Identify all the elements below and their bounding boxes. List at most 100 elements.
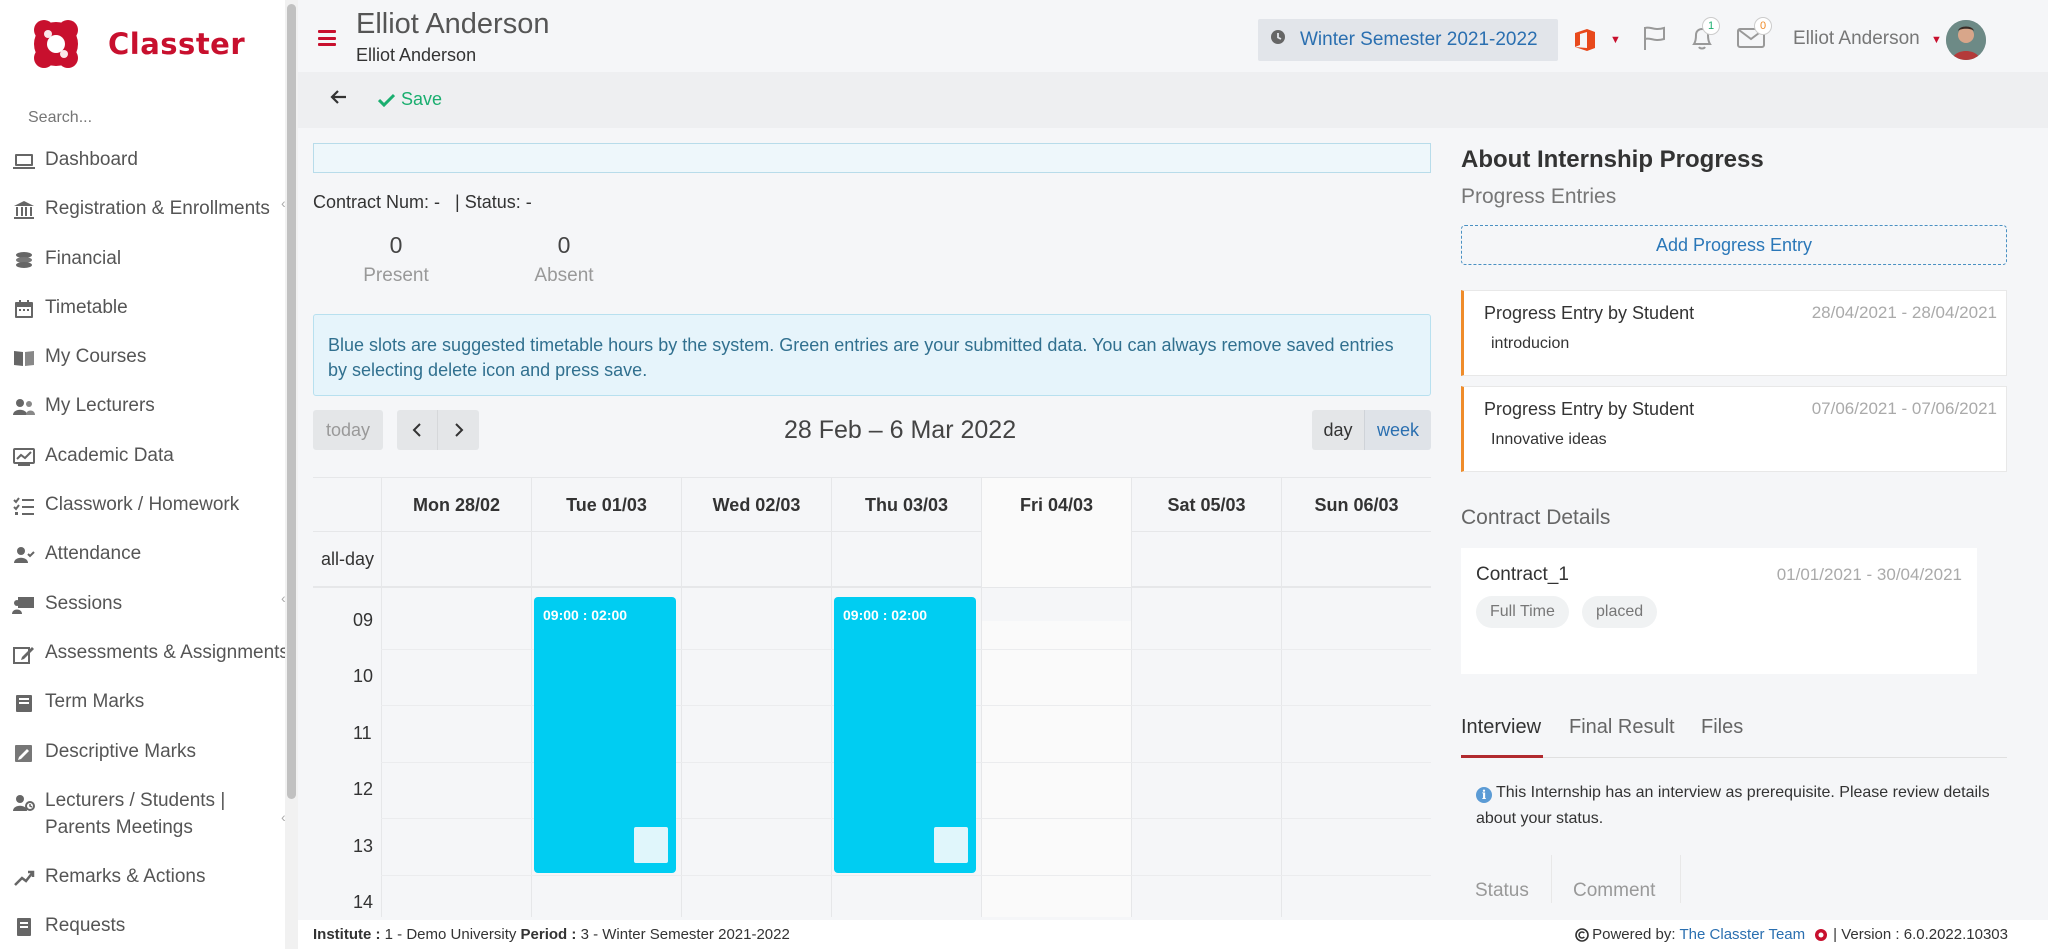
sidebar-item-my-courses[interactable]: My Courses — [0, 345, 285, 394]
entry-dates: 07/06/2021 - 07/06/2021 — [1811, 399, 1997, 418]
classter-small-logo-icon — [1815, 928, 1828, 941]
sidebar-item-lecturers-students-parents-meetings[interactable]: Lecturers / Students | Parents Meetings ‹ — [0, 789, 285, 865]
sidebar-search-input[interactable] — [28, 104, 258, 132]
period-value: 3 - Winter Semester 2021-2022 — [580, 926, 790, 943]
event-delete-button[interactable] — [934, 827, 968, 864]
calendar-day-header: Sun 06/03 — [1281, 478, 1431, 533]
hour-label: 10 — [353, 666, 374, 687]
sidebar-item-timetable[interactable]: Timetable — [0, 296, 285, 345]
sidebar-item-label: Classwork / Homework — [45, 494, 240, 516]
contract-name: Contract_1 — [1476, 564, 1569, 585]
present-label: Present — [363, 265, 429, 286]
contract-tag-pill: Full Time — [1476, 596, 1569, 628]
user-menu-name[interactable]: Elliot Anderson — [1793, 28, 1920, 49]
sidebar-item-classwork-homework[interactable]: Classwork / Homework — [0, 493, 285, 542]
today-all-day-cell[interactable] — [981, 533, 1131, 587]
semester-selector[interactable]: Winter Semester 2021-2022 — [1258, 19, 1558, 61]
check-icon — [378, 93, 395, 107]
sidebar-item-label: Financial — [45, 247, 122, 269]
table-header-comment: Comment — [1573, 880, 1656, 901]
prev-week-button[interactable] — [397, 410, 438, 450]
sidebar-item-label: My Lecturers — [45, 395, 155, 417]
calendar-info-alert: Blue slots are suggested timetable hours… — [313, 314, 1431, 396]
sidebar-item-academic-data[interactable]: Academic Data — [0, 444, 285, 493]
sidebar-item-label: Academic Data — [45, 444, 174, 466]
back-arrow-icon[interactable] — [330, 88, 348, 111]
contract-card[interactable]: Contract_1 01/01/2021 - 30/04/2021 Full … — [1461, 548, 1977, 674]
chevron-left-icon[interactable]: ‹ — [281, 195, 285, 211]
add-progress-entry-button[interactable]: Add Progress Entry — [1461, 225, 2007, 265]
table-header-status: Status — [1475, 880, 1529, 901]
calendar-day-header: Fri 04/03 — [981, 478, 1131, 533]
sidebar-item-assessments-assignments[interactable]: Assessments & Assignments — [0, 641, 285, 690]
office-icon[interactable] — [1572, 27, 1598, 53]
institute-value: 1 - Demo University — [384, 926, 517, 943]
calendar-column-divider — [681, 477, 682, 917]
sidebar-item-my-lecturers[interactable]: My Lecturers — [0, 394, 285, 443]
sidebar-item-attendance[interactable]: Attendance — [0, 542, 285, 591]
sidebar-item-term-marks[interactable]: Term Marks — [0, 690, 285, 739]
contract-status-line: Contract Num: - | Status: - — [313, 192, 532, 212]
view-button-group: day week — [1312, 410, 1431, 450]
chevron-left-icon[interactable]: ‹ — [281, 809, 285, 825]
hour-label: 12 — [353, 779, 374, 800]
absent-stat: 0 Absent — [522, 232, 606, 287]
messages-count-badge: 0 — [1754, 17, 1772, 35]
semester-label: Winter Semester 2021-2022 — [1300, 29, 1538, 50]
entry-body: introducion — [1491, 335, 1570, 352]
next-week-button[interactable] — [438, 410, 479, 450]
interview-info-message: This Internship has an interview as prer… — [1476, 784, 1990, 827]
sidebar-item-requests[interactable]: Requests — [0, 914, 285, 949]
book-icon — [12, 347, 36, 369]
progress-entry-card[interactable]: Progress Entry by Student 07/06/2021 - 0… — [1461, 386, 2007, 472]
sidebar-scrollbar-thumb[interactable] — [287, 4, 296, 799]
sidebar-item-financial[interactable]: Financial — [0, 247, 285, 296]
office-caret-icon[interactable]: ▼ — [1610, 34, 1621, 46]
sidebar-item-remarks-actions[interactable]: Remarks & Actions — [0, 865, 285, 914]
entry-dates: 28/04/2021 - 28/04/2021 — [1811, 303, 1997, 322]
contract-input-field[interactable] — [313, 143, 1431, 173]
event-time-label: 09:00 : 02:00 — [843, 607, 928, 623]
progress-entry-card[interactable]: Progress Entry by Student 28/04/2021 - 2… — [1461, 290, 2007, 376]
suggested-timetable-slot[interactable]: 09:00 : 02:00 — [834, 597, 976, 874]
sidebar: Classter Dashboard Registration & Enrollm… — [0, 0, 285, 949]
today-column[interactable] — [981, 621, 1131, 917]
sidebar-item-sessions[interactable]: Sessions ‹ — [0, 590, 285, 641]
sidebar-item-registration-enrollments[interactable]: Registration & Enrollments ‹ — [0, 195, 285, 246]
calendar-range-title: 28 Feb – 6 Mar 2022 — [784, 416, 1017, 444]
flag-icon[interactable] — [1640, 24, 1668, 57]
calendar-day-headers: Mon 28/02 Tue 01/03 Wed 02/03 Thu 03/03 Fri … — [313, 477, 1431, 533]
tab-final-result[interactable]: Final Result — [1569, 716, 1675, 738]
classter-team-link[interactable]: The Classter Team — [1679, 926, 1806, 943]
chevron-left-icon[interactable]: ‹ — [281, 590, 285, 606]
user-menu-caret-icon[interactable]: ▼ — [1931, 34, 1942, 46]
page-subtitle: Elliot Anderson — [356, 45, 477, 65]
day-view-button[interactable]: day — [1312, 410, 1364, 450]
today-button[interactable]: today — [313, 410, 383, 450]
sidebar-item-descriptive-marks[interactable]: Descriptive Marks — [0, 740, 285, 789]
hour-label: 13 — [353, 835, 374, 856]
tab-files[interactable]: Files — [1701, 716, 1744, 738]
brand-logo[interactable]: Classter — [28, 12, 245, 76]
week-view-button[interactable]: week — [1364, 410, 1431, 450]
entry-title: Progress Entry by Student — [1484, 399, 1695, 419]
copyright-icon — [1575, 927, 1589, 942]
sidebar-item-label: Descriptive Marks — [45, 740, 196, 762]
request-icon — [12, 916, 36, 938]
contract-dates: 01/01/2021 - 30/04/2021 — [1776, 565, 1962, 584]
user-avatar[interactable] — [1946, 20, 1986, 60]
hamburger-menu-icon[interactable] — [318, 30, 336, 46]
event-delete-button[interactable] — [634, 827, 668, 864]
tab-interview[interactable]: Interview — [1461, 716, 1544, 758]
sidebar-item-dashboard[interactable]: Dashboard — [0, 148, 285, 197]
save-button[interactable]: Save — [378, 89, 442, 110]
sidebar-item-label: Attendance — [45, 543, 142, 565]
meeting-icon — [12, 792, 36, 814]
sidebar-item-label: Remarks & Actions — [45, 865, 206, 887]
top-header — [298, 0, 2048, 72]
all-day-row — [313, 532, 1431, 588]
hour-label: 14 — [353, 892, 374, 912]
suggested-timetable-slot[interactable]: 09:00 : 02:00 — [534, 597, 676, 874]
notifications-count-badge: 1 — [1702, 17, 1720, 35]
sidebar-item-label: Timetable — [45, 296, 128, 318]
